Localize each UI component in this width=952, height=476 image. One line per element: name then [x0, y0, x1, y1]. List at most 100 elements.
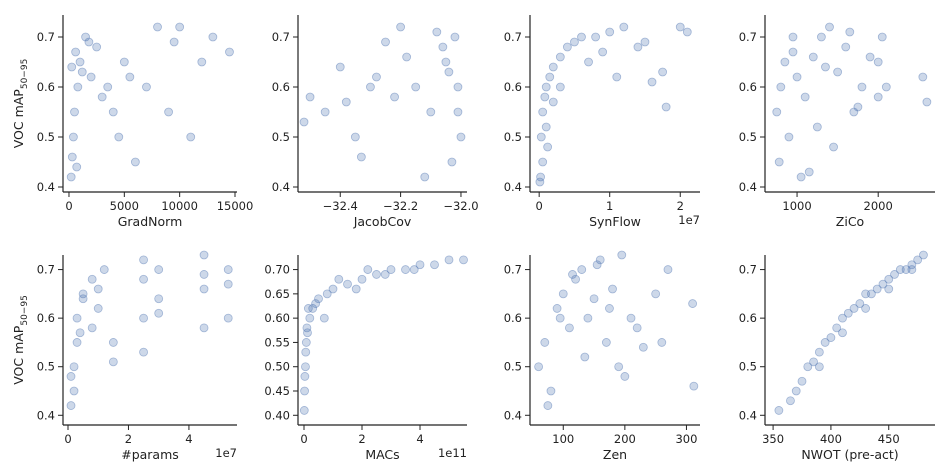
scatter-point	[772, 107, 782, 117]
scatter-point	[598, 47, 608, 57]
scatter-point	[565, 323, 574, 333]
x-offset-text: 1e7	[215, 446, 237, 460]
scatter-point	[311, 299, 321, 308]
scatter-point	[125, 72, 135, 82]
scatter-point	[69, 362, 79, 372]
x-axis-label: GradNorm	[118, 214, 183, 229]
scatter-point	[93, 304, 103, 313]
scatter-point	[372, 270, 381, 279]
y-tick-label: 0.4	[37, 408, 55, 422]
scatter-point	[154, 265, 164, 274]
scatter-point	[139, 347, 148, 357]
scatter-point	[873, 92, 883, 102]
x-axis-label: NWOT (pre-act)	[801, 447, 898, 462]
scatter-point	[130, 157, 140, 167]
scatter-point	[688, 299, 698, 308]
scatter-point	[357, 274, 367, 284]
scatter-point	[73, 82, 83, 92]
scatter-point	[75, 328, 85, 338]
y-tick-label: 0.4	[504, 180, 522, 194]
y-tick-label: 0.5	[504, 360, 522, 374]
scatter-point	[301, 338, 311, 347]
scatter-point	[66, 372, 76, 381]
scatter-point	[223, 279, 233, 289]
scatter-point	[108, 357, 118, 367]
y-tick-label: 0.6	[739, 80, 757, 94]
scatter-point	[350, 132, 360, 142]
scatter-point	[580, 352, 590, 362]
scatter-point	[571, 274, 580, 284]
scatter-point	[922, 97, 932, 107]
scatter-point	[322, 289, 332, 299]
scatter-point	[838, 328, 847, 338]
scatter-point	[589, 294, 599, 304]
x-tick-label: 2	[125, 432, 132, 446]
scatter-point	[223, 265, 233, 274]
scatter-point	[366, 82, 375, 92]
scatter-point	[396, 22, 406, 32]
scatter-point	[67, 152, 77, 162]
scatter-point	[919, 250, 928, 260]
scatter-point	[164, 107, 173, 117]
scatter-point	[390, 92, 399, 102]
x-tick-label: 5000	[110, 199, 139, 213]
scatter-point	[208, 32, 218, 42]
y-tick-label: 0.4	[37, 180, 55, 194]
scatter-point	[605, 304, 614, 313]
scatter-point	[558, 289, 568, 299]
scatter-point	[552, 304, 562, 313]
scatter-point	[314, 294, 323, 304]
x-tick-label: 0	[65, 199, 72, 213]
y-tick-label: 0.6	[504, 311, 522, 325]
scatter-point	[545, 72, 555, 82]
y-tick-label: 0.65	[264, 287, 290, 301]
scatter-point	[456, 132, 466, 142]
y-tick-label: 0.55	[264, 335, 290, 349]
scatter-point	[584, 57, 593, 67]
scatter-point	[72, 162, 82, 172]
scatter-point	[638, 342, 648, 352]
scatter-point	[568, 270, 577, 279]
scatter-point	[800, 92, 810, 102]
scatter-point	[820, 338, 830, 347]
y-tick-label: 0.6	[37, 80, 55, 94]
scatter-point	[626, 313, 636, 323]
scatter-point	[555, 82, 565, 92]
x-tick-label: 350	[762, 432, 784, 446]
y-tick-label: 0.6	[739, 311, 757, 325]
scatter-point	[873, 57, 883, 67]
scatter-point	[878, 279, 888, 289]
scatter-point	[305, 92, 315, 102]
scatter-point	[153, 22, 162, 32]
y-tick-label: 0.5	[739, 130, 757, 144]
scatter-point	[70, 107, 79, 117]
x-tick-label: 450	[878, 432, 900, 446]
scatter-point	[72, 338, 82, 347]
scatter-point	[386, 265, 396, 274]
scatter-point	[548, 97, 558, 107]
scatter-point	[186, 132, 196, 142]
x-tick-label: −32.0	[443, 199, 478, 213]
scatter-point	[538, 107, 548, 117]
scatter-point	[784, 132, 794, 142]
scatter-point	[308, 304, 318, 313]
scatter-point	[792, 72, 802, 82]
y-axis-label-main: VOC mAP	[11, 325, 26, 385]
scatter-point	[175, 22, 185, 32]
scatter-point	[81, 32, 90, 42]
x-tick-label: 2	[677, 199, 684, 213]
scatter-point	[849, 304, 859, 313]
scatter-point	[682, 27, 692, 37]
scatter-point	[890, 270, 899, 279]
scatter-point	[66, 172, 76, 182]
scatter-point	[356, 152, 366, 162]
scatter-point	[86, 72, 96, 82]
scatter-point	[907, 265, 917, 274]
scatter-point	[808, 52, 818, 62]
scatter-point	[450, 32, 460, 42]
scatter-point	[75, 57, 85, 67]
scatter-point	[453, 107, 463, 117]
scatter-point	[913, 255, 923, 265]
scatter-point	[833, 67, 843, 77]
scatter-point	[108, 107, 118, 117]
